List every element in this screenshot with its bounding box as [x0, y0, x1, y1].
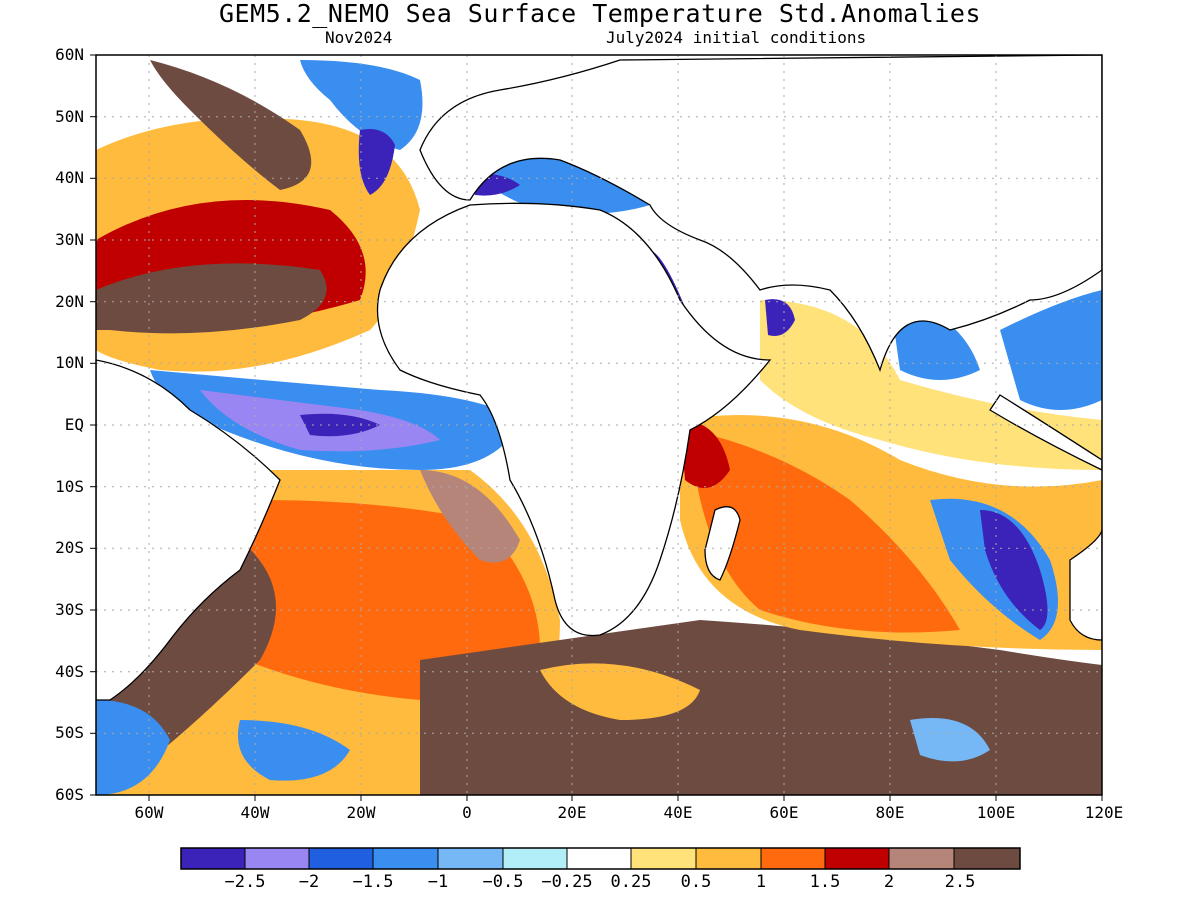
colorbar-swatch-4 [373, 848, 438, 869]
colorbar-swatch-2 [245, 848, 309, 869]
australia-landmass [1069, 529, 1102, 641]
madagascar-landmass [704, 506, 741, 581]
initial-conditions: July2024 initial conditions [606, 28, 867, 47]
colorbar-swatch-8 [631, 848, 696, 869]
forecast-month: Nov2024 [325, 28, 393, 47]
lat-label-20n: 20N [55, 292, 84, 311]
colorbar-swatch-7 [567, 848, 631, 869]
colorbar-label-1: −2.5 [224, 872, 266, 892]
south-atlantic-strong-warm [200, 500, 540, 700]
colorbar-label-3: −1.5 [352, 872, 394, 892]
lat-label-60s: 60S [55, 785, 84, 804]
southern-ocean-warm-patch [540, 663, 700, 720]
colorbar-label-11: 2 [883, 872, 895, 892]
north-atlantic-northern-warm [150, 60, 312, 190]
south-atlantic-cool-patch [238, 720, 350, 781]
lat-label-50s: 50S [55, 723, 84, 742]
lon-label-100e: 100E [976, 803, 1016, 822]
colorbar-swatch-10 [761, 848, 825, 869]
north-atlantic-cold-core [358, 129, 395, 195]
lat-label-eq: EQ [64, 415, 84, 434]
colorbar-swatch-11 [825, 848, 889, 869]
indian-ocean-light-warm [760, 300, 1102, 470]
east-indian-cold-core [980, 510, 1048, 630]
colorbar-swatch-3 [309, 848, 373, 869]
indonesia-landmass [989, 394, 1102, 471]
lon-label-120e: 120E [1084, 803, 1124, 822]
lon-label-20e: 20E [557, 803, 587, 822]
lon-label-60w: 60W [134, 803, 164, 822]
map-title: GEM5.2_NEMO Sea Surface Temperature Std.… [218, 0, 981, 28]
colorbar-label-8: 0.5 [680, 872, 712, 892]
north-atlantic-extreme-warm [96, 263, 327, 334]
colorbar-label-9: 1 [755, 872, 767, 892]
lat-label-10n: 10N [55, 353, 84, 372]
south-china-sea-cool [1000, 290, 1102, 410]
colorbar-label-12: 2.5 [944, 872, 976, 892]
colorbar-swatch-1 [181, 848, 245, 869]
colorbar-label-6: −0.25 [541, 872, 593, 892]
lat-label-40s: 40S [55, 662, 84, 681]
colorbar-label-2: −2 [298, 872, 320, 892]
colorbar-swatch-12 [889, 848, 954, 869]
south-atlantic-extreme-warm [96, 540, 276, 765]
lon-label-20w: 20W [346, 803, 376, 822]
lat-label-30n: 30N [55, 230, 84, 249]
lat-label-10s: 10S [55, 477, 84, 496]
south-atlantic-plume [420, 470, 520, 563]
lat-label-30s: 30S [55, 600, 84, 619]
europe-asia-landmass [419, 55, 1102, 373]
lon-label-60e: 60E [769, 803, 799, 822]
lon-label-40e: 40E [663, 803, 693, 822]
colorbar-swatch-6 [503, 848, 567, 869]
indian-ocean-strong-warm [690, 430, 960, 633]
lat-label-50n: 50N [55, 107, 84, 126]
colorbar-label-4: −1 [427, 872, 449, 892]
lon-label-40w: 40W [240, 803, 270, 822]
madagascar-warm-core [680, 420, 730, 488]
lat-label-40n: 40N [55, 168, 84, 187]
colorbar-swatch-5 [438, 848, 503, 869]
colorbar-label-5: −0.5 [482, 872, 524, 892]
equatorial-atlantic-deep-cold [300, 413, 380, 437]
graticule [96, 55, 1102, 795]
lat-label-20s: 20S [55, 538, 84, 557]
south-america-landmass [96, 359, 281, 701]
lon-label-0: 0 [462, 803, 472, 822]
arabian-sea-cold [765, 299, 795, 336]
southern-ocean-cool-patch [910, 718, 990, 762]
colorbar-label-10: 1.5 [809, 872, 841, 892]
colorbar [180, 847, 1021, 870]
lat-label-60n: 60N [55, 45, 84, 64]
lon-label-80e: 80E [875, 803, 905, 822]
colorbar-label-7: 0.25 [610, 872, 652, 892]
colorbar-swatch-9 [696, 848, 761, 869]
anomaly-field [96, 55, 1102, 795]
colorbar-swatch-13 [954, 848, 1020, 869]
southwest-atlantic-cool [96, 700, 170, 795]
africa-landmass [376, 202, 772, 637]
axis-ticks [90, 54, 1103, 801]
